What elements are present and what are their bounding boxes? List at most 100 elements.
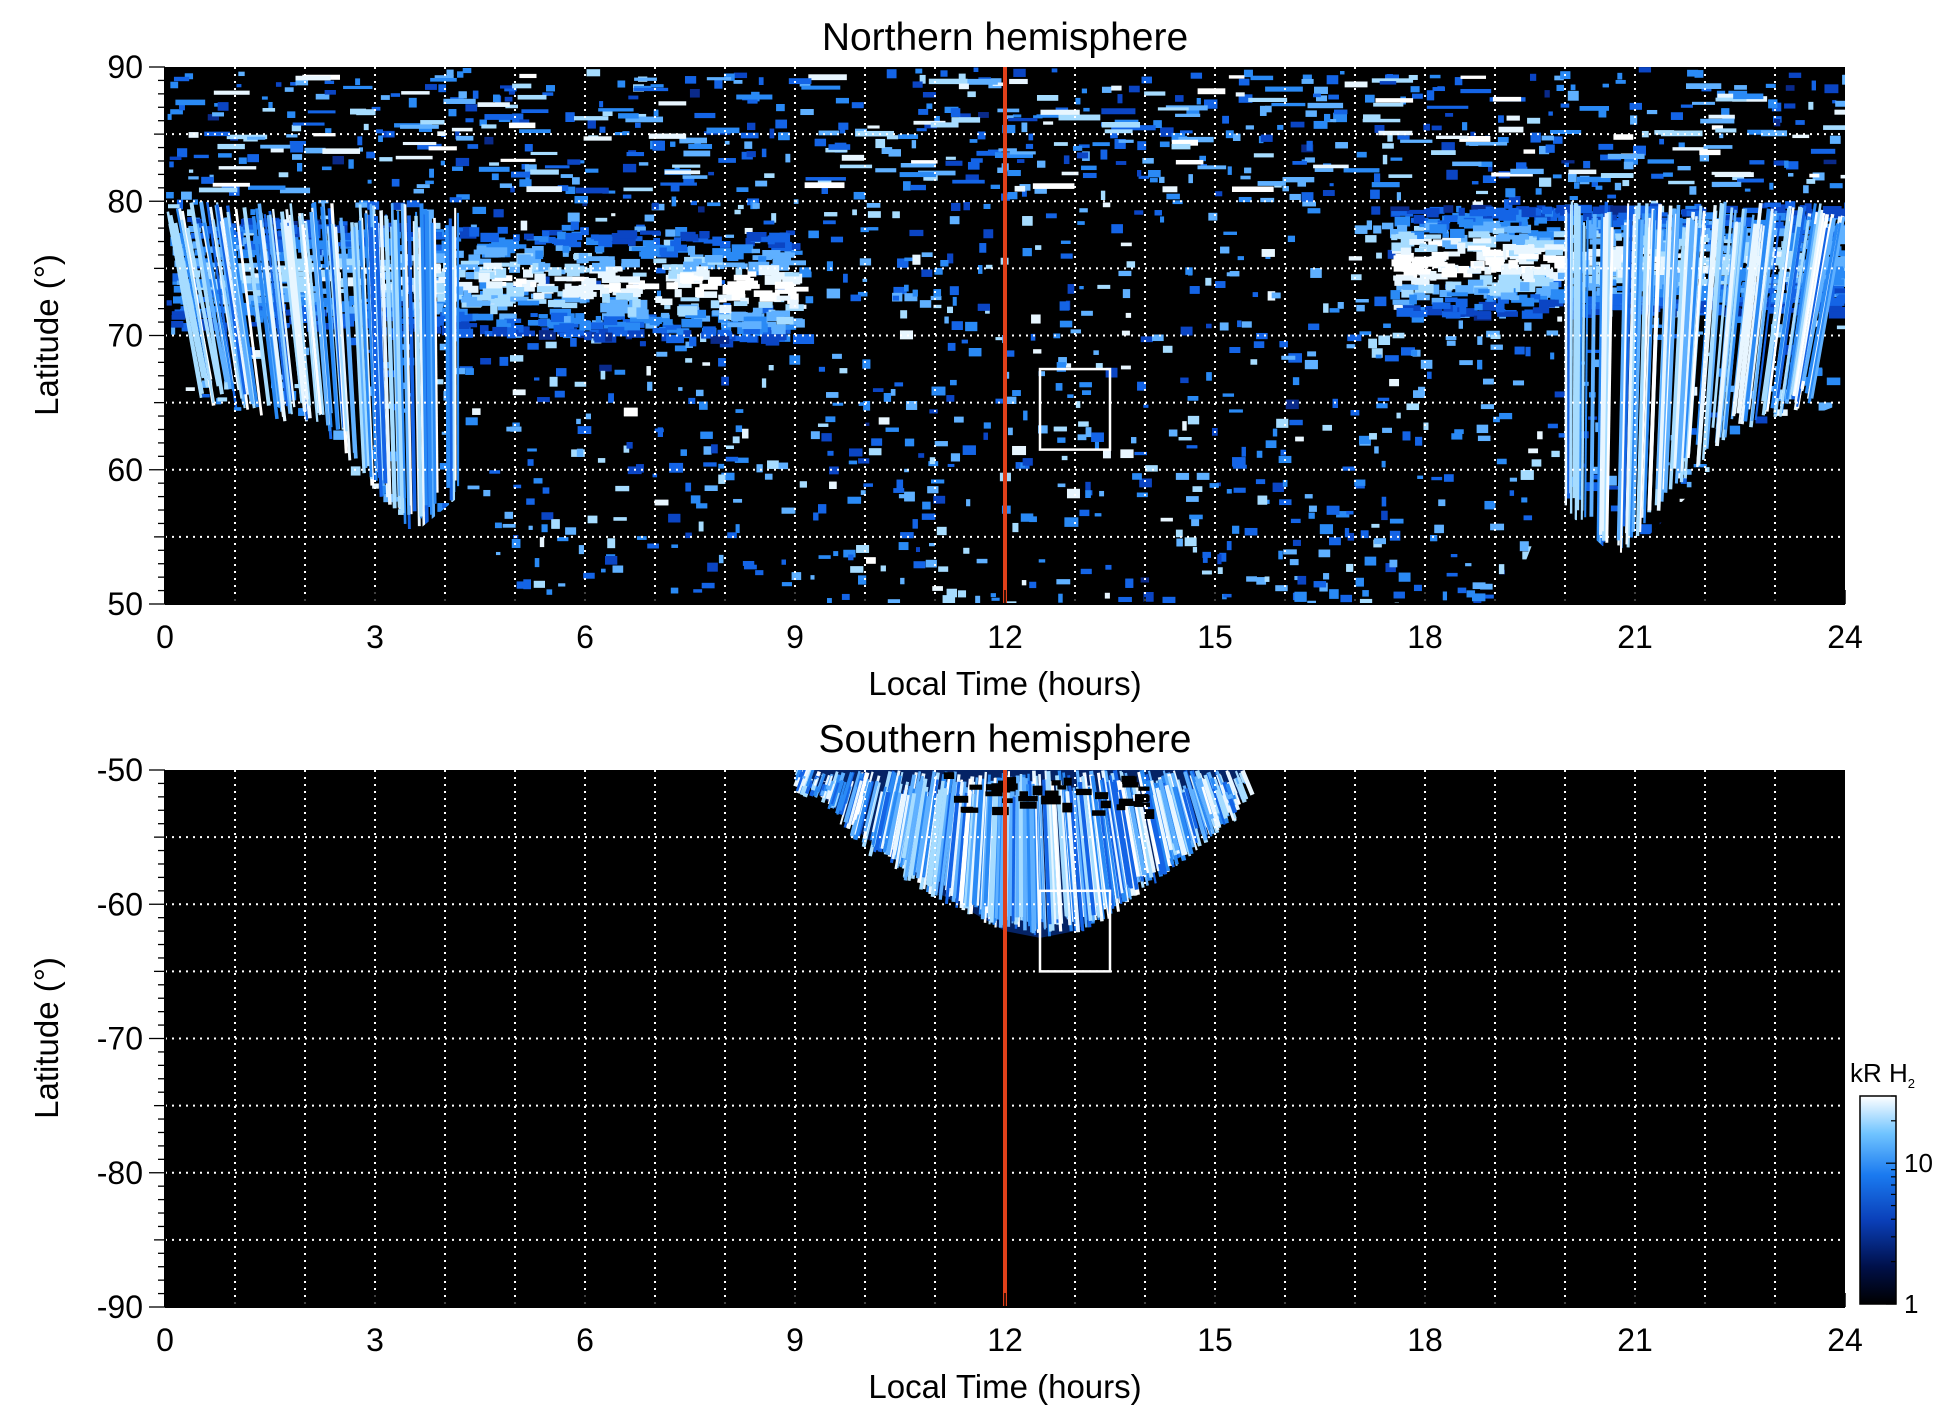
heat-cell [583,572,595,579]
heat-cell [335,317,355,327]
heat-cell [1561,160,1575,164]
heat-cell [951,117,981,123]
heat-cell [967,91,976,98]
radial-streak [1792,212,1826,397]
heat-cell [1381,460,1386,468]
heat-cell [1487,162,1493,172]
heat-cell [526,498,535,505]
heat-cell [1080,568,1092,575]
heat-cell [556,368,567,377]
heat-cell [1227,166,1232,175]
heat-cell [1412,93,1423,99]
heat-cell [1307,208,1321,214]
heat-cell [942,595,956,604]
heat-cell [1725,254,1734,262]
heat-cell [615,485,630,492]
heat-cell [652,327,667,334]
heat-cell [171,327,176,335]
heat-cell [586,256,609,262]
heat-cell [192,199,198,205]
heat-cell [1508,207,1519,215]
heat-cell [525,176,530,186]
heat-cell [975,595,981,604]
heat-cell [557,231,567,240]
heat-cell [1478,301,1497,311]
heat-cell [1818,402,1833,411]
heat-cell [1551,450,1560,458]
heat-cell [1079,509,1090,517]
heat-cell [287,111,296,118]
heat-cell [455,157,470,167]
heat-cell [1415,436,1423,446]
heat-cell [1518,259,1534,265]
heat-cell [740,297,749,304]
heat-cell [1186,496,1199,502]
heat-cell [945,160,963,166]
heat-cell [1498,564,1505,575]
heat-cell [721,376,729,386]
heat-cell [1419,243,1428,248]
heat-cell [595,315,602,322]
heat-cell [1371,348,1383,358]
radial-streak [1598,217,1607,535]
heat-cell [349,295,356,305]
heat-cell [1162,186,1178,193]
heat-cell [207,114,219,121]
heat-cell [1512,380,1525,386]
heat-cell [712,310,720,316]
heat-cell [629,236,643,242]
heat-cell [1122,289,1131,299]
heat-cell [527,319,541,326]
heat-cell [594,246,605,253]
heat-cell [752,311,762,319]
heat-cell [653,258,667,264]
heat-cell [976,558,988,564]
heat-cell [350,108,367,115]
heat-cell [1064,517,1079,527]
heat-cell [607,297,620,301]
heat-cell [1012,114,1022,118]
heat-cell [602,190,616,194]
heat-cell [1025,143,1034,149]
heat-cell [583,136,612,141]
heat-cell [248,185,286,190]
heat-cell [188,291,196,298]
heat-cell [825,416,836,423]
heat-cell [829,466,839,475]
heat-cell [1409,239,1424,245]
x-tick-label: 15 [1197,619,1233,655]
y-tick-label: 60 [107,452,143,488]
heat-cell [781,507,796,514]
heat-cell [1304,157,1315,163]
heat-cell [671,264,692,273]
heat-cell [1508,235,1530,240]
heat-cell [1394,279,1403,286]
heat-cell [1153,120,1162,128]
heat-cell [1322,424,1332,431]
heat-cell [1547,423,1558,429]
heat-cell [1603,475,1617,486]
heat-cell [776,103,785,112]
heat-cell [764,473,773,480]
heat-cell [1175,113,1201,118]
heat-cell [1314,86,1328,94]
heat-cell [883,393,892,402]
heat-cell [1036,160,1046,168]
heat-cell [946,588,957,598]
heat-cell [1477,359,1483,370]
heat-cell [1171,143,1191,150]
heat-cell [1767,386,1778,392]
heat-cell [1390,157,1403,161]
heat-cell [539,537,545,548]
heat-cell [212,112,224,117]
heat-cell [1134,451,1147,456]
radial-streak [369,227,383,497]
heat-cell [826,392,839,398]
heat-cell [835,97,849,104]
heat-cell [1272,428,1278,437]
radial-streak [1584,216,1589,518]
heat-cell [690,200,697,206]
heat-cell [1608,296,1620,305]
heat-cell [768,242,786,248]
heat-cell [1493,416,1500,423]
